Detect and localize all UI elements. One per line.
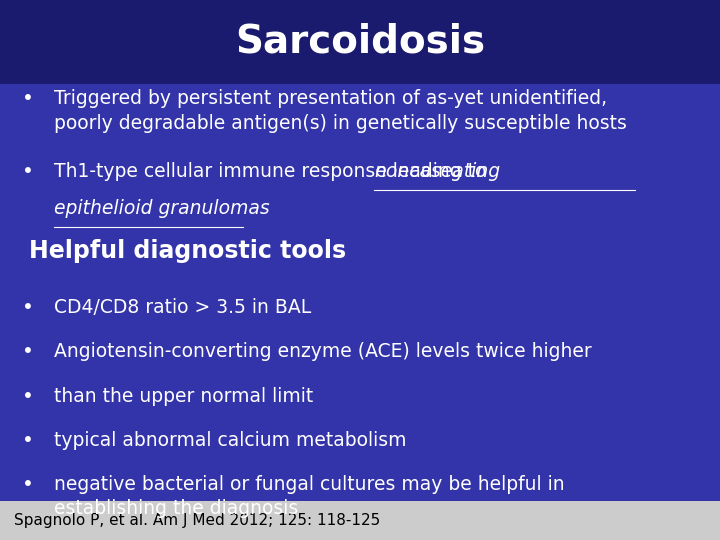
FancyBboxPatch shape [0, 0, 720, 84]
Text: Sarcoidosis: Sarcoidosis [235, 23, 485, 61]
Text: •: • [22, 475, 33, 494]
Text: •: • [22, 162, 33, 181]
FancyBboxPatch shape [0, 501, 720, 540]
Text: •: • [22, 89, 33, 108]
Text: than the upper normal limit: than the upper normal limit [54, 387, 313, 406]
Text: negative bacterial or fungal cultures may be helpful in
establishing the diagnos: negative bacterial or fungal cultures ma… [54, 475, 564, 518]
Text: Th1-type cellular immune response leading to: Th1-type cellular immune response leadin… [54, 162, 492, 181]
Text: typical abnormal calcium metabolism: typical abnormal calcium metabolism [54, 431, 407, 450]
Text: Angiotensin-converting enzyme (ACE) levels twice higher: Angiotensin-converting enzyme (ACE) leve… [54, 342, 592, 361]
Text: Triggered by persistent presentation of as-yet unidentified,
poorly degradable a: Triggered by persistent presentation of … [54, 89, 627, 133]
Text: Helpful diagnostic tools: Helpful diagnostic tools [29, 239, 346, 262]
Text: CD4/CD8 ratio > 3.5 in BAL: CD4/CD8 ratio > 3.5 in BAL [54, 298, 311, 317]
Text: Spagnolo P, et al. Am J Med 2012; 125: 118-125: Spagnolo P, et al. Am J Med 2012; 125: 1… [14, 513, 381, 528]
Text: •: • [22, 387, 33, 406]
Text: noncaseating: noncaseating [374, 162, 500, 181]
Text: •: • [22, 431, 33, 450]
Text: •: • [22, 342, 33, 361]
Text: epithelioid granulomas: epithelioid granulomas [54, 199, 269, 218]
Text: •: • [22, 298, 33, 317]
